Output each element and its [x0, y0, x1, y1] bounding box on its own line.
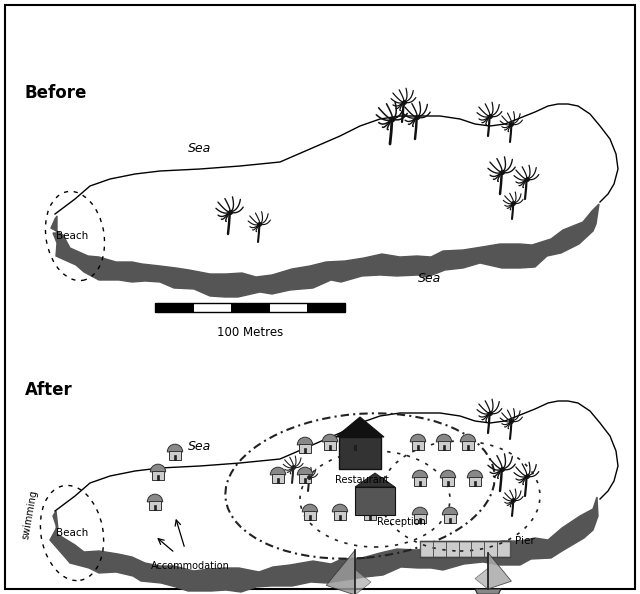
Text: Sea: Sea: [188, 143, 212, 156]
Text: Pier: Pier: [515, 536, 535, 546]
Polygon shape: [355, 473, 395, 487]
Bar: [462, 441, 474, 450]
Wedge shape: [150, 464, 166, 472]
Text: swimming: swimming: [20, 489, 39, 541]
Polygon shape: [355, 570, 371, 594]
Bar: [324, 441, 336, 450]
Wedge shape: [270, 467, 285, 475]
Bar: [173, 456, 177, 460]
Bar: [369, 516, 371, 520]
Wedge shape: [412, 507, 428, 515]
Polygon shape: [51, 204, 599, 297]
Bar: [308, 516, 311, 520]
Bar: [231, 303, 269, 312]
Polygon shape: [336, 417, 384, 437]
Bar: [155, 303, 193, 312]
Bar: [307, 303, 345, 312]
Bar: [157, 475, 159, 479]
Bar: [304, 448, 307, 453]
Bar: [438, 441, 450, 450]
Polygon shape: [475, 589, 501, 594]
Bar: [339, 437, 381, 469]
Wedge shape: [440, 470, 456, 478]
Wedge shape: [323, 434, 338, 442]
Bar: [449, 519, 451, 523]
Bar: [419, 481, 421, 486]
Bar: [414, 514, 426, 523]
Polygon shape: [488, 552, 511, 589]
Bar: [152, 472, 164, 479]
Wedge shape: [332, 504, 348, 512]
Wedge shape: [410, 434, 426, 442]
Bar: [354, 446, 356, 450]
Wedge shape: [298, 467, 313, 475]
Wedge shape: [298, 437, 313, 445]
Bar: [419, 519, 421, 523]
Bar: [349, 441, 361, 450]
Bar: [355, 487, 395, 515]
Wedge shape: [467, 470, 483, 478]
Wedge shape: [362, 504, 378, 512]
Bar: [442, 478, 454, 486]
Polygon shape: [50, 497, 598, 592]
Bar: [329, 446, 332, 450]
Bar: [443, 446, 445, 450]
Polygon shape: [53, 104, 618, 274]
Text: Beach: Beach: [56, 528, 88, 538]
Bar: [420, 541, 510, 557]
Bar: [269, 303, 307, 312]
Wedge shape: [442, 507, 458, 515]
Wedge shape: [460, 434, 476, 442]
Bar: [193, 303, 231, 312]
Bar: [276, 478, 279, 482]
Bar: [299, 444, 311, 453]
Bar: [417, 446, 419, 450]
Bar: [149, 501, 161, 510]
Text: Before: Before: [25, 84, 88, 102]
Bar: [469, 478, 481, 486]
Bar: [169, 451, 181, 460]
Wedge shape: [147, 494, 163, 502]
Bar: [467, 446, 469, 450]
Text: Restaurant: Restaurant: [335, 475, 389, 485]
Wedge shape: [436, 434, 452, 442]
Text: 100 Metres: 100 Metres: [217, 326, 283, 339]
Polygon shape: [475, 568, 488, 589]
Bar: [339, 516, 341, 520]
Bar: [447, 481, 449, 486]
Bar: [412, 441, 424, 450]
Bar: [444, 514, 456, 523]
Text: After: After: [25, 381, 73, 399]
Bar: [474, 481, 476, 486]
Text: Sea: Sea: [419, 273, 442, 286]
Bar: [155, 303, 345, 312]
Bar: [154, 505, 156, 510]
Bar: [304, 511, 316, 520]
Text: Accommodation: Accommodation: [150, 561, 229, 571]
Polygon shape: [53, 401, 618, 571]
Text: Reception: Reception: [377, 517, 426, 527]
Bar: [299, 475, 311, 482]
Bar: [272, 475, 284, 482]
Bar: [364, 511, 376, 520]
Wedge shape: [412, 470, 428, 478]
Bar: [334, 511, 346, 520]
Text: Sea: Sea: [188, 440, 212, 453]
Bar: [304, 478, 307, 482]
Bar: [414, 478, 426, 486]
Text: Beach: Beach: [56, 231, 88, 241]
Wedge shape: [167, 444, 182, 452]
Polygon shape: [326, 550, 355, 594]
Wedge shape: [348, 434, 363, 442]
Wedge shape: [302, 504, 317, 512]
